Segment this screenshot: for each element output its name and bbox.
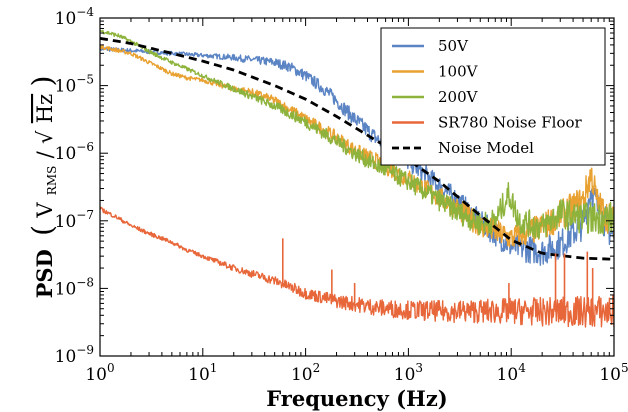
legend-label: Noise Model [438,139,534,157]
legend-entry-200v: 200V [392,88,479,106]
series-layer [100,29,614,328]
series-noise-model [100,36,614,261]
series-line [100,29,614,239]
legend-label: 100V [438,63,479,81]
axis-ticks: 100 101 102 103 104 105 10−9 10−8 10−7 10−6 10−5 10… [55,5,628,385]
legend-label: 200V [438,88,479,106]
y-tick-label: 10−9 [55,343,94,367]
x-tick-label: 100 [85,361,114,385]
y-tick-label: 10−5 [55,73,94,97]
legend-label: SR780 Noise Floor [438,114,583,132]
series-sr780-noise-floor [100,206,614,328]
y-tick-label: 10−6 [55,140,94,164]
y-tick-label: 10−8 [55,275,94,299]
x-axis-label: Frequency (Hz) [266,386,447,411]
series-line [100,206,614,328]
legend-entry-50v: 50V [392,37,469,55]
y-axis-label-prefix: PSD [32,249,57,298]
legend: 50V 100V 200V SR780 Noise Floor Noise Model [380,27,606,166]
y-tick-label: 10−7 [55,208,94,232]
legend-entry-100v: 100V [392,63,479,81]
y-tick-label: 10−4 [55,5,95,29]
series-line [100,36,614,261]
series-200v [100,29,614,239]
legend-entry-sr780-noise-floor: SR780 Noise Floor [392,114,583,132]
series-line [100,46,614,266]
legend-label: 50V [438,37,469,55]
plot-area-frame [99,17,615,357]
x-tick-label: 102 [291,361,320,385]
x-tick-label: 104 [497,361,527,385]
x-tick-label: 103 [394,361,423,385]
y-axis-label: PSD ( V RMS / √ Hz ) [26,76,61,299]
x-tick-label: 105 [599,361,628,385]
legend-entry-noise-model: Noise Model [392,139,534,157]
svg-text:PSD ( V RMS: PSD ( V RMS / √ Hz ) [26,76,61,299]
x-tick-label: 101 [188,361,217,385]
